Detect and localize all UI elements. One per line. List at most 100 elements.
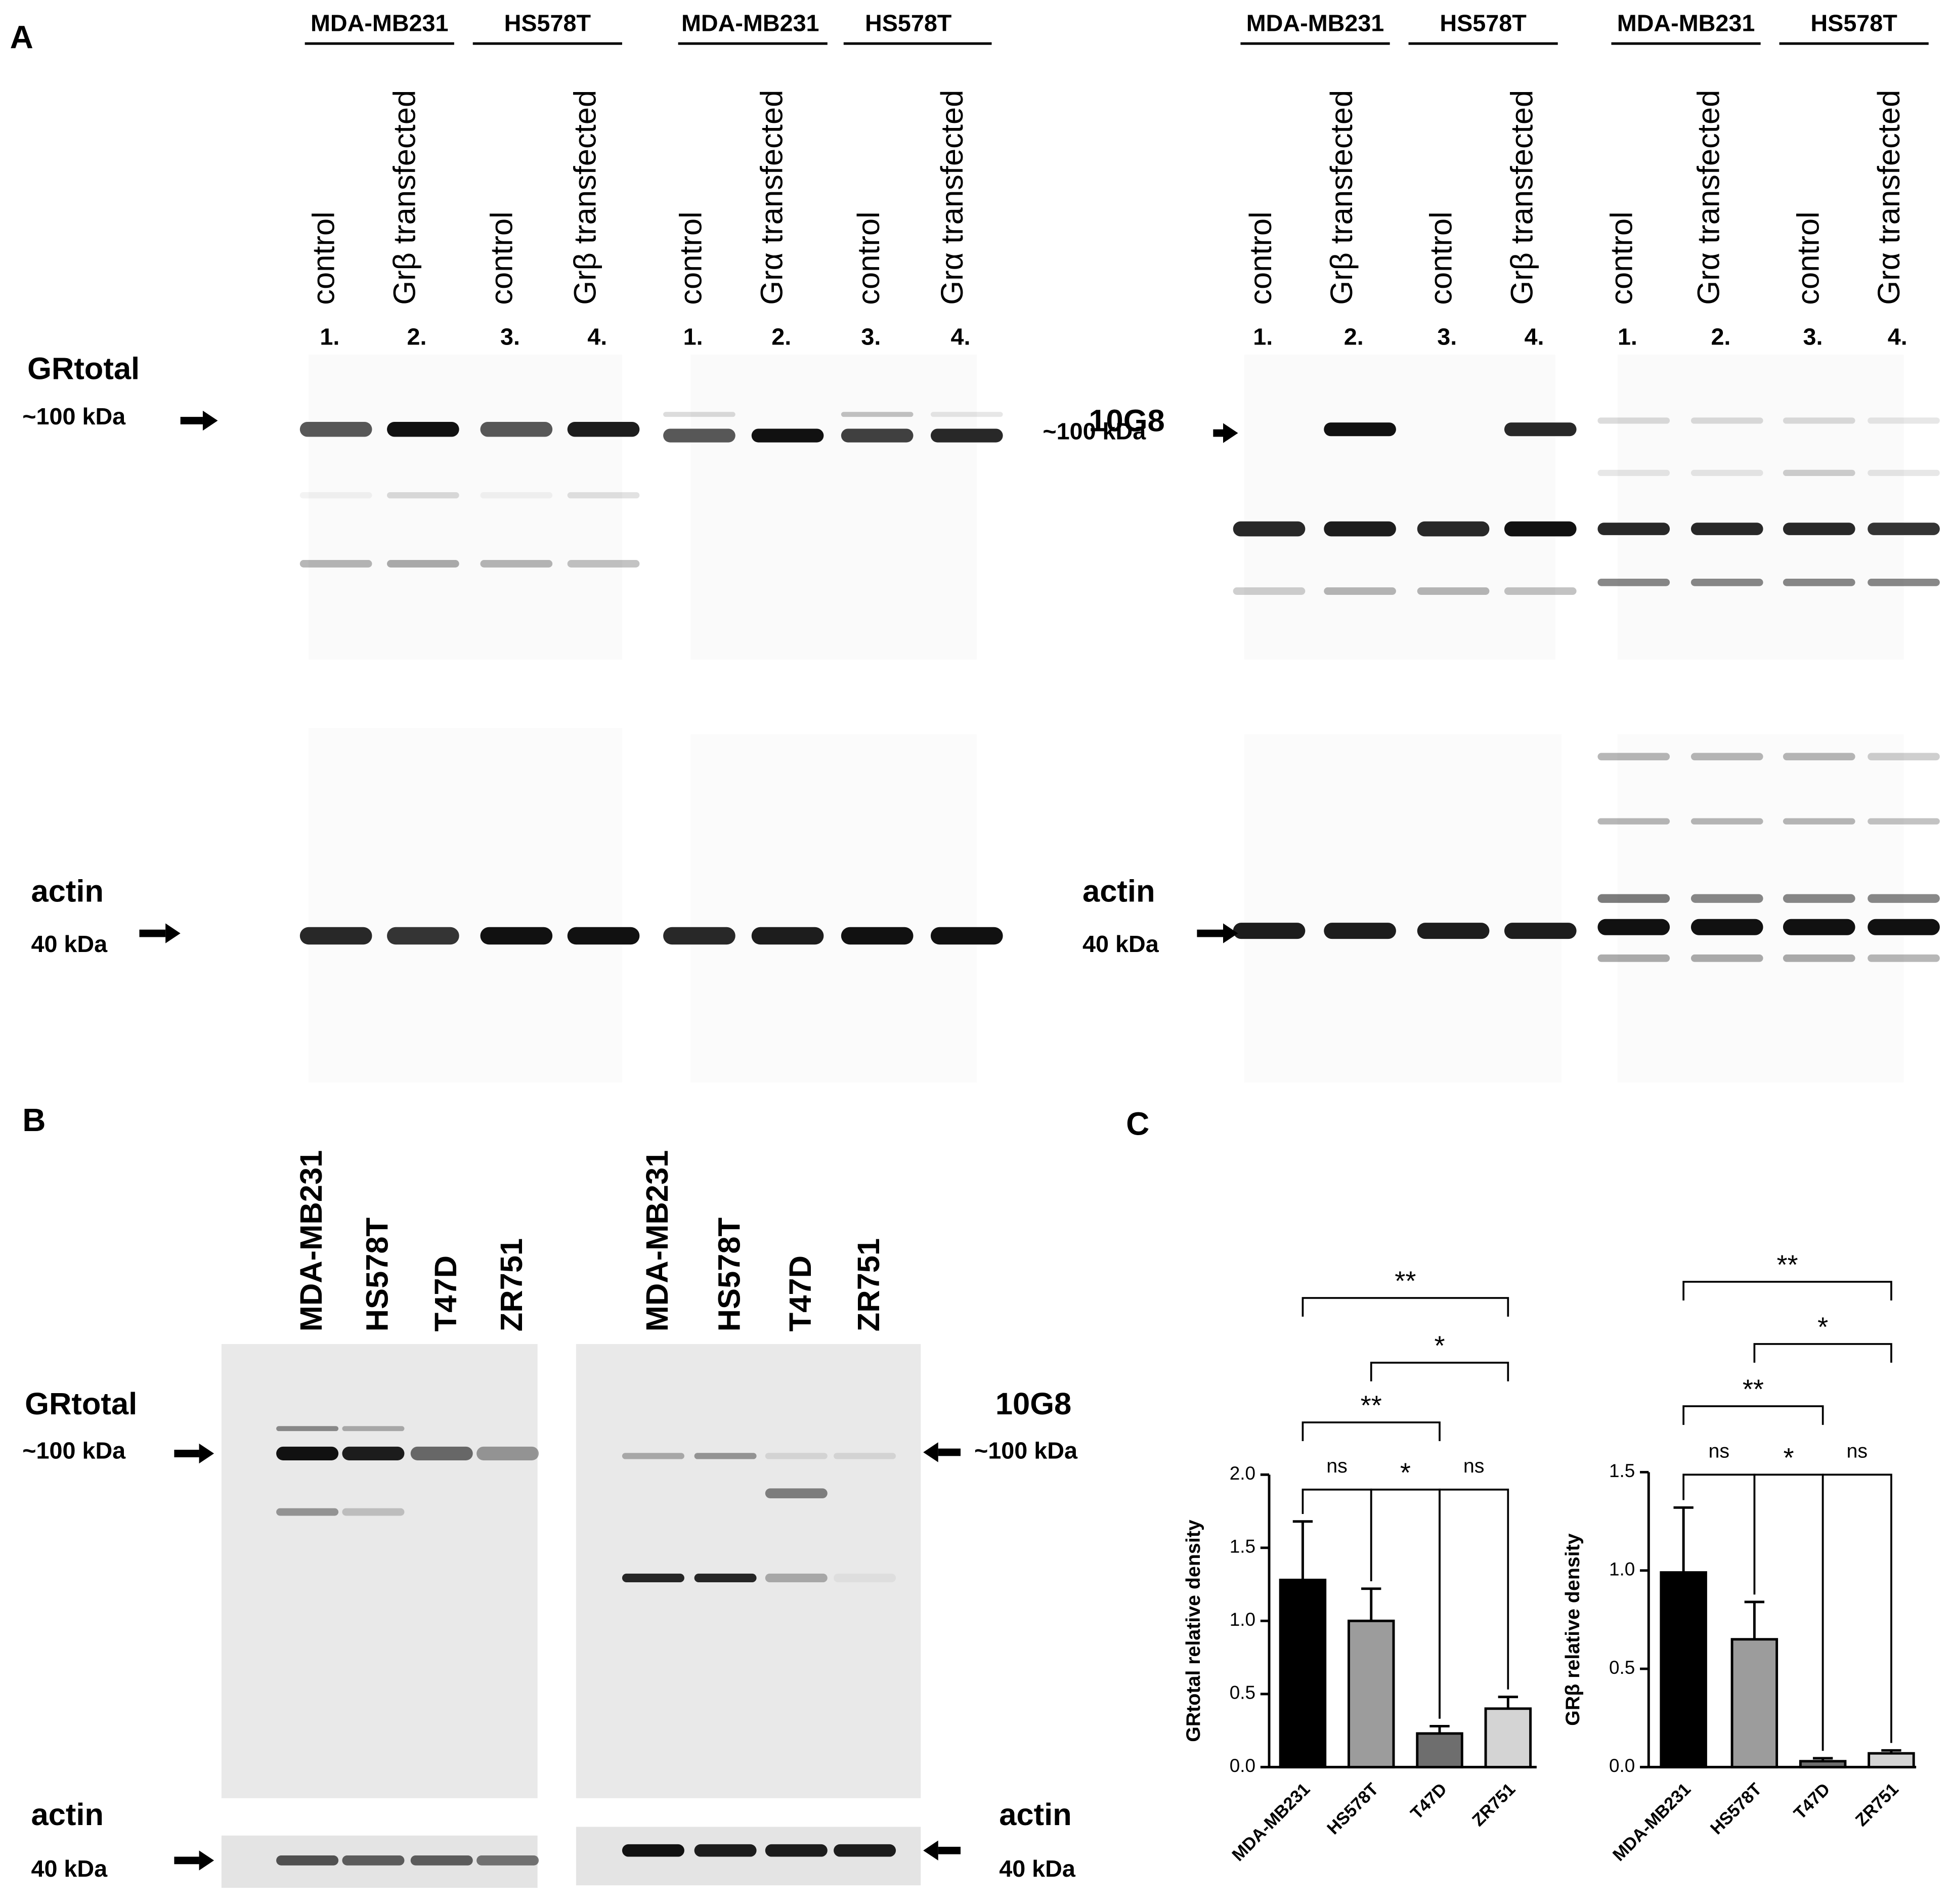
lane-label: control	[1424, 211, 1459, 305]
lane-label: HS578T	[360, 1218, 395, 1332]
band	[1690, 919, 1763, 935]
band	[930, 412, 1003, 417]
antibody-label: actin	[31, 1797, 104, 1832]
band	[1504, 923, 1577, 939]
band	[1690, 954, 1763, 962]
lane-number: 3.	[1437, 323, 1457, 350]
blot	[221, 1344, 538, 1798]
significance-label: ns	[1463, 1455, 1485, 1477]
arrow-head	[1223, 423, 1238, 443]
band	[387, 492, 459, 499]
arrow-head	[199, 1850, 214, 1871]
band	[1597, 469, 1670, 476]
band	[1783, 417, 1855, 424]
cell-line-header: HS578T	[865, 10, 952, 36]
significance-bracket	[1439, 1488, 1509, 1719]
cell-line-header: HS578T	[1810, 10, 1897, 36]
band	[1324, 923, 1396, 939]
lane-label: ZR751	[851, 1238, 886, 1332]
y-axis-label: GRtotal relative density	[1182, 1520, 1204, 1742]
blot	[1244, 734, 1562, 1083]
significance-bracket	[1753, 1343, 1892, 1363]
band	[1690, 417, 1763, 424]
band	[1417, 521, 1490, 537]
band	[930, 428, 1003, 443]
band	[480, 560, 553, 568]
band	[276, 1426, 339, 1432]
band	[480, 492, 553, 499]
lane-label: MDA-MB231	[294, 1150, 329, 1332]
lane-number: 4.	[587, 323, 607, 350]
band	[622, 1844, 684, 1857]
lane-number: 1.	[320, 323, 339, 350]
band	[663, 428, 735, 443]
band	[1783, 753, 1855, 761]
blot	[690, 734, 977, 1083]
band	[1783, 818, 1855, 825]
lane-label: Grβ transfected	[1505, 90, 1540, 305]
lane-label: control	[1604, 211, 1639, 305]
significance-bracket	[1822, 1474, 1892, 1751]
band	[1233, 521, 1306, 537]
band	[567, 927, 640, 945]
band	[1868, 469, 1940, 476]
band	[765, 1453, 828, 1459]
band	[1597, 919, 1670, 935]
band	[1324, 422, 1396, 437]
band	[1690, 894, 1763, 903]
band	[1868, 417, 1940, 424]
panel-label: C	[1126, 1105, 1149, 1142]
significance-label: *	[1783, 1443, 1794, 1473]
band	[694, 1844, 757, 1857]
panel-label: A	[10, 19, 33, 56]
band	[480, 421, 553, 437]
band	[834, 1844, 896, 1857]
band	[1690, 753, 1763, 761]
band	[1597, 894, 1670, 903]
band	[1868, 578, 1940, 586]
size-label: ~100 kDa	[1043, 418, 1146, 444]
arrow-head	[165, 923, 181, 943]
antibody-label: actin	[999, 1797, 1072, 1832]
band	[1597, 417, 1670, 424]
lane-label: ZR751	[494, 1238, 529, 1332]
lane-label: Grα transfected	[1692, 90, 1726, 305]
band	[663, 927, 735, 945]
bar	[1484, 1707, 1532, 1768]
cell-line-header: MDA-MB231	[1246, 10, 1384, 36]
band	[1597, 578, 1670, 586]
lane-number: 1.	[683, 323, 703, 350]
band	[1504, 587, 1577, 595]
panel-label: B	[22, 1102, 46, 1138]
band	[410, 1446, 473, 1460]
significance-label: ns	[1847, 1440, 1868, 1462]
cell-line-header: MDA-MB231	[1617, 10, 1755, 36]
lane-number: 1.	[1253, 323, 1273, 350]
band	[1690, 578, 1763, 586]
significance-label: **	[1361, 1391, 1382, 1421]
band	[1690, 523, 1763, 535]
band	[1783, 919, 1855, 935]
lane-label: Grβ transfected	[387, 90, 422, 305]
lane-number: 2.	[407, 323, 427, 350]
lane-label: Grα transfected	[1872, 90, 1906, 305]
size-label: 40 kDa	[1082, 931, 1159, 957]
arrow-head	[1223, 923, 1238, 943]
bar	[1868, 1752, 1915, 1768]
lane-label: control	[851, 211, 886, 305]
band	[476, 1446, 539, 1460]
lane-number: 4.	[1524, 323, 1544, 350]
size-label: 40 kDa	[999, 1855, 1076, 1882]
lane-label: control	[1791, 211, 1826, 305]
lane-label: control	[307, 211, 341, 305]
band	[841, 412, 914, 417]
cell-line-header: MDA-MB231	[311, 10, 449, 36]
band	[299, 927, 372, 945]
cell-line-header: MDA-MB231	[681, 10, 819, 36]
band	[1783, 578, 1855, 586]
band	[1783, 894, 1855, 903]
band	[480, 927, 553, 945]
y-tick-label: 0.5	[1230, 1682, 1255, 1703]
size-label: 40 kDa	[31, 931, 108, 957]
band	[622, 1573, 684, 1583]
